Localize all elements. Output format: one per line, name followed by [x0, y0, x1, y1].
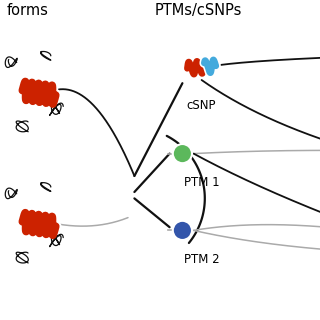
Text: forms: forms [6, 3, 48, 18]
Text: cSNP: cSNP [187, 99, 216, 112]
Text: PTMs/cSNPs: PTMs/cSNPs [155, 3, 242, 18]
Text: PTM 2: PTM 2 [184, 253, 220, 266]
Circle shape [173, 221, 192, 240]
Text: PTM 1: PTM 1 [184, 176, 220, 189]
Circle shape [173, 144, 192, 163]
